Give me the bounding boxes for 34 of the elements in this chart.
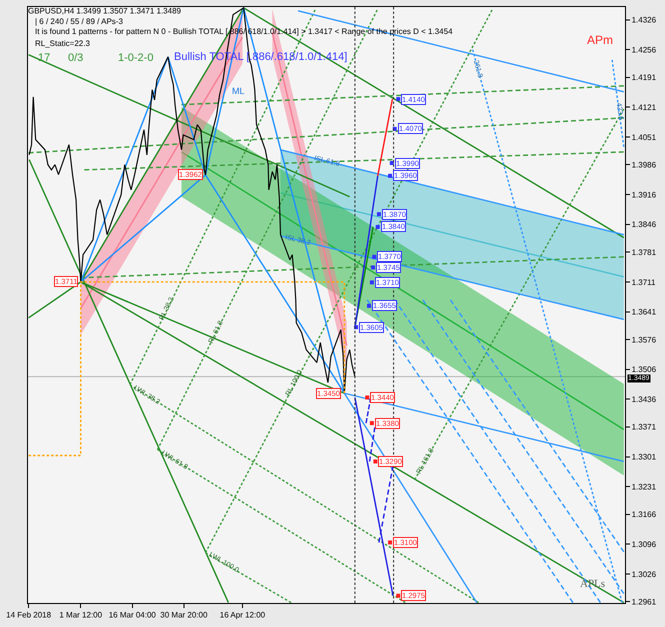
x-tick-label: 1 Mar 12:00 bbox=[59, 610, 103, 620]
y-tick-label: 1.4051 bbox=[632, 132, 657, 142]
y-tick-label: 1.2961 bbox=[632, 598, 657, 607]
y-tick-label: 1.3436 bbox=[632, 395, 657, 404]
annotation: ML bbox=[232, 86, 245, 96]
y-tick-label: 1.3781 bbox=[632, 248, 657, 257]
y-tick-label: 1.4256 bbox=[632, 45, 657, 54]
y-tick-label: 1.3916 bbox=[632, 190, 657, 200]
x-tick-label: 14 Feb 2018 bbox=[6, 610, 52, 620]
annotation: RL_Static=22.3 bbox=[35, 39, 90, 48]
y-tick-label: 1.3711 bbox=[632, 278, 656, 287]
y-tick-label: 1.3371 bbox=[632, 422, 657, 432]
chart-title: GBPUSD,H4 1.3499 1.3507 1.3471 1.3489 bbox=[28, 6, 182, 16]
y-tick-label: 1.3986 bbox=[632, 160, 657, 170]
y-tick-label: 1.3576 bbox=[632, 335, 657, 344]
x-tick-label: 16 Apr 12:00 bbox=[220, 610, 266, 620]
y-tick-label: 1.4121 bbox=[632, 102, 657, 112]
x-tick-label: 30 Mar 20:00 bbox=[160, 610, 208, 620]
y-tick-label: 1.3641 bbox=[632, 308, 657, 317]
y-tick-label: 1.4326 bbox=[632, 16, 657, 25]
y-tick-label: 1.3096 bbox=[632, 540, 657, 549]
annotation: 0/3 bbox=[68, 52, 84, 64]
y-tick-label: 1.4191 bbox=[632, 73, 657, 82]
annotation: | 6 / 240 / 55 / 89 / APs-3 bbox=[35, 17, 124, 26]
y-tick-label: 1.3506 bbox=[632, 365, 657, 374]
y-tick-label: 1.3301 bbox=[632, 452, 657, 462]
annotation: APm bbox=[587, 33, 614, 47]
y-tick-label: 1.3166 bbox=[632, 510, 657, 520]
annotation: 1-0-2-0 bbox=[118, 52, 154, 64]
y-tick-label: 1.3231 bbox=[632, 482, 657, 492]
x-tick-label: 16 Mar 04:00 bbox=[108, 610, 156, 620]
y-tick-label: 1.3026 bbox=[632, 570, 657, 579]
y-tick-label: 1.3846 bbox=[632, 220, 657, 230]
annotation: 17 bbox=[38, 52, 50, 64]
